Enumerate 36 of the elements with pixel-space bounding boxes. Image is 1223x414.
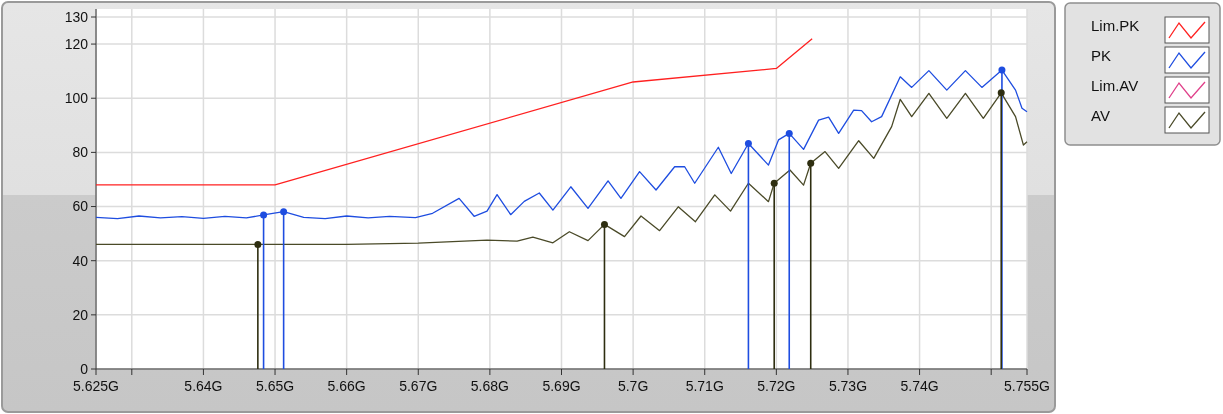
x-tick-label: 5.72G xyxy=(757,378,796,394)
y-tick-label: 130 xyxy=(64,8,89,25)
y-tick-label: 100 xyxy=(64,90,89,107)
point xyxy=(280,208,288,216)
y-tick-label: 20 xyxy=(72,306,89,323)
point xyxy=(998,66,1006,74)
point xyxy=(744,139,752,147)
y-tick-label: 60 xyxy=(72,198,89,215)
x-tick-label: 5.67G xyxy=(399,378,438,394)
point xyxy=(997,89,1005,97)
x-tick-label: 5.68G xyxy=(470,378,509,394)
y-tick-label: 80 xyxy=(72,144,89,161)
x-tick-label: 5.73G xyxy=(828,378,868,394)
x-tick-label: 5.74G xyxy=(900,378,939,394)
x-tick-label: 5.65G xyxy=(255,378,295,394)
x-tick-label: 5.625G xyxy=(73,378,119,394)
y-tick-label: 40 xyxy=(72,252,89,269)
legend-label: Lim.PK xyxy=(1091,17,1140,34)
point xyxy=(600,220,608,228)
x-tick-label: 5.66G xyxy=(327,378,366,394)
point xyxy=(770,179,778,187)
point xyxy=(807,159,815,167)
y-tick-label: 0 xyxy=(80,360,89,377)
line-series xyxy=(95,38,813,186)
y-tick-label: 120 xyxy=(64,35,89,52)
x-tick-label: 5.64G xyxy=(184,378,223,394)
x-tick-label: 5.755G xyxy=(1004,378,1050,394)
x-tick-label: 5.7G xyxy=(617,378,649,394)
point xyxy=(785,129,793,137)
point xyxy=(254,240,262,248)
point xyxy=(260,211,268,219)
x-tick-label: 5.71G xyxy=(685,378,724,394)
x-tick-label: 5.69G xyxy=(542,378,581,394)
text: AV xyxy=(1091,107,1110,124)
legend-label: Lim.AV xyxy=(1091,77,1139,94)
text: PK xyxy=(1091,47,1112,64)
